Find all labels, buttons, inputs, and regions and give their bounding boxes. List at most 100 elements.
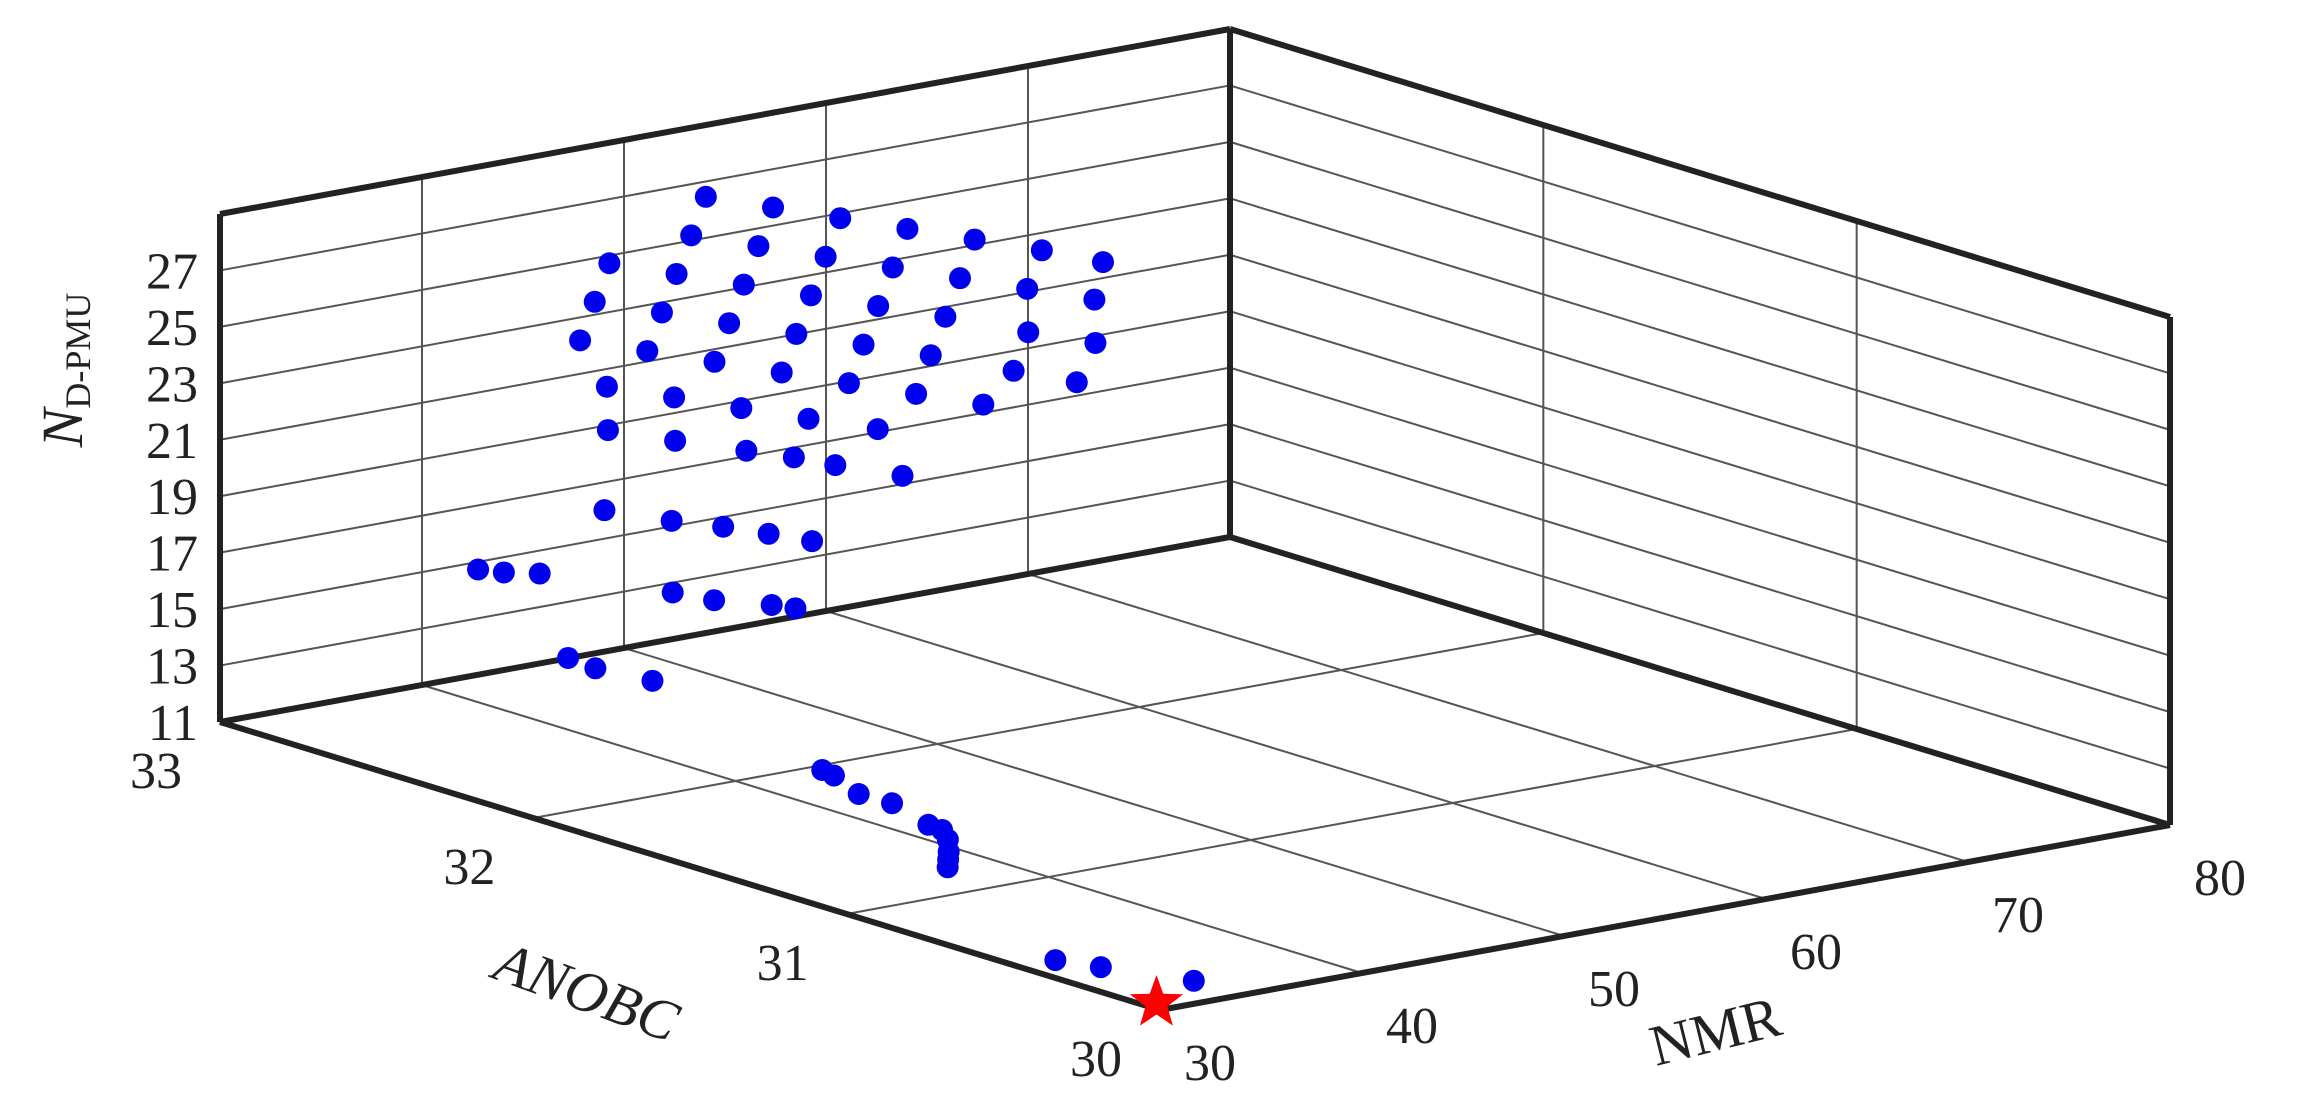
z-tick-label: 25 (146, 300, 198, 357)
x-tick-label: 31 (757, 935, 809, 992)
data-point (1002, 359, 1025, 382)
backwall-y-grid-z (1229, 423, 2171, 714)
z-tick-label: 19 (146, 469, 198, 526)
y-tick-label: 80 (2194, 850, 2246, 907)
box-edge (219, 26, 1231, 217)
data-point (712, 515, 735, 538)
data-point (866, 418, 889, 441)
data-point (703, 350, 726, 373)
box-edge (1159, 822, 2171, 1013)
data-point (852, 333, 875, 356)
backwall-y-grid-z (1229, 84, 2171, 375)
data-point (782, 446, 805, 469)
data-point (896, 217, 919, 240)
backwall-x-grid-z (219, 253, 1231, 441)
y-tick-label: 60 (1790, 924, 1842, 981)
z-tick-label: 27 (146, 243, 198, 300)
box-edge (219, 534, 1231, 725)
data-point (799, 284, 822, 307)
backwall-y-grid-z (1229, 310, 2171, 601)
data-point (1182, 969, 1205, 992)
data-point (867, 295, 890, 318)
data-point (467, 558, 490, 581)
data-point (528, 562, 551, 585)
z-tick-label: 17 (146, 526, 198, 583)
data-point (596, 419, 619, 442)
data-point (762, 196, 785, 219)
data-point (891, 464, 914, 487)
data-point (718, 312, 741, 335)
z-tick-label: 21 (146, 413, 198, 470)
y-tick-label: 70 (1992, 887, 2044, 944)
y-axis-label: NMR (1643, 983, 1787, 1078)
data-point (1044, 949, 1067, 972)
data-point (824, 454, 847, 477)
data-point (1083, 288, 1106, 311)
data-point (1016, 277, 1039, 300)
data-point (583, 290, 606, 313)
z-axis-label: ND-PMU (30, 293, 98, 449)
box-edge (1229, 26, 2171, 320)
data-point (1084, 331, 1107, 354)
data-point (703, 589, 726, 612)
data-point (598, 252, 621, 275)
data-point (735, 439, 758, 462)
data-point (747, 235, 770, 258)
data-point (881, 792, 904, 815)
data-point (730, 397, 753, 420)
data-point (663, 386, 686, 409)
data-point (1065, 371, 1088, 394)
optimal-point-star-icon (1129, 975, 1184, 1026)
backwall-x-grid-z (219, 479, 1231, 667)
data-point (814, 245, 837, 268)
data-point (881, 256, 904, 279)
data-point (972, 393, 995, 416)
data-point (569, 329, 592, 352)
floor-grid-x (846, 728, 1857, 915)
backwall-y-grid-z (1229, 479, 2171, 770)
data-point (593, 499, 616, 522)
backwall-y-grid-z (1229, 366, 2171, 657)
data-point (557, 646, 580, 669)
floor-grid-y (623, 647, 1565, 937)
box-edge (219, 719, 1161, 1013)
floor-grid-y (421, 684, 1363, 974)
data-points (467, 185, 1205, 1026)
data-point (1089, 956, 1112, 979)
data-point (949, 267, 971, 290)
data-point (650, 301, 673, 324)
data-point (917, 813, 940, 836)
axes-box (217, 26, 2173, 1013)
data-point (694, 185, 717, 208)
floor-grid-x (533, 632, 1544, 819)
data-point (661, 581, 684, 604)
data-point (784, 597, 807, 620)
z-tick-label: 13 (146, 639, 198, 696)
data-point (801, 530, 824, 553)
data-point (595, 375, 618, 398)
data-point (584, 657, 607, 680)
z-axis-label-sub: D-PMU (58, 293, 98, 409)
data-point (829, 207, 852, 230)
data-point (680, 224, 703, 247)
backwall-y-grid-z (1229, 253, 2171, 544)
backwall-x-grid-z (219, 197, 1231, 385)
backwall-x-grid-z (219, 310, 1231, 498)
data-point (757, 522, 780, 545)
data-point (1030, 239, 1053, 262)
floor-grid-y (825, 610, 1767, 900)
z-tick-label: 23 (146, 356, 198, 413)
backwall-x-grid-z (219, 140, 1231, 328)
x-tick-label: 32 (443, 839, 495, 896)
x-axis-label: ANOBC (482, 927, 688, 1055)
data-point (636, 340, 659, 363)
data-point (905, 382, 928, 405)
data-point (811, 758, 834, 781)
data-point (732, 273, 755, 296)
backwall-x-grid-z (219, 84, 1231, 272)
y-tick-label: 40 (1386, 998, 1438, 1055)
backwall-y-grid-z (1229, 197, 2171, 488)
data-point (797, 407, 820, 430)
x-tick-label: 33 (130, 743, 182, 800)
